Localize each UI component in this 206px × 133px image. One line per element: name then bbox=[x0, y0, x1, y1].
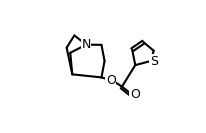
Text: S: S bbox=[150, 55, 158, 68]
Text: O: O bbox=[130, 88, 140, 101]
Text: N: N bbox=[81, 38, 91, 51]
Text: O: O bbox=[106, 74, 116, 88]
